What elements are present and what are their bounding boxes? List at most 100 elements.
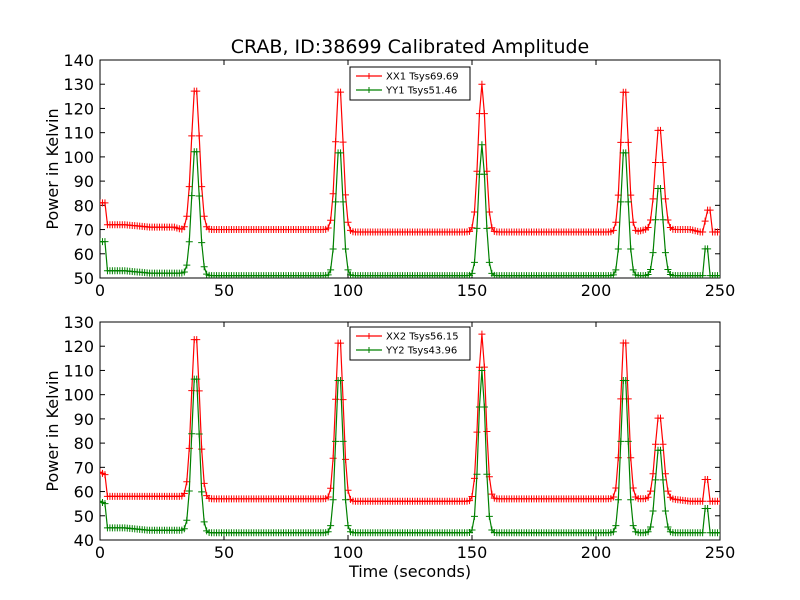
data-point <box>466 497 474 505</box>
data-point <box>195 430 203 438</box>
data-point <box>661 195 669 203</box>
legend: XX2 Tsys56.15 YY2 Tsys43.96 <box>349 326 471 361</box>
data-point <box>627 496 635 504</box>
chart-title: CRAB, ID:38699 Calibrated Amplitude <box>231 36 590 58</box>
data-point <box>101 199 109 207</box>
data-point <box>324 224 332 232</box>
data-point <box>183 516 191 524</box>
data-point <box>664 487 672 495</box>
data-point <box>699 529 707 537</box>
data-point <box>344 218 352 226</box>
data-point <box>647 487 655 495</box>
y-tick-label: 110 <box>63 361 94 380</box>
data-point <box>652 440 660 448</box>
data-point <box>627 245 635 253</box>
data-point <box>716 272 720 278</box>
data-point <box>200 212 208 220</box>
data-point <box>188 132 196 140</box>
data-point <box>644 224 652 232</box>
data-point <box>609 271 617 278</box>
y-tick-label: 130 <box>63 75 94 94</box>
data-point <box>478 141 486 149</box>
legend-label: YY2 Tsys43.96 <box>385 346 457 357</box>
data-point <box>629 522 637 530</box>
data-point <box>327 266 335 274</box>
data-point <box>180 489 188 497</box>
y-tick-label: 80 <box>74 196 94 215</box>
data-point <box>649 249 657 257</box>
data-point <box>480 110 488 118</box>
data-point <box>324 493 332 501</box>
data-point <box>193 148 201 156</box>
data-point <box>478 366 486 374</box>
data-point <box>659 440 667 448</box>
x-tick-label: 0 <box>95 281 105 300</box>
data-point <box>198 488 206 496</box>
y-tick-label: 120 <box>63 99 94 118</box>
data-point <box>342 245 350 253</box>
data-point <box>624 437 632 445</box>
data-point <box>652 158 660 166</box>
data-point <box>656 185 664 193</box>
x-tick-label: 150 <box>457 543 488 562</box>
data-point <box>699 497 707 505</box>
data-point <box>614 245 622 253</box>
data-point <box>200 518 208 526</box>
series-yy2 <box>100 366 720 537</box>
data-point <box>652 476 660 484</box>
x-tick-label: 50 <box>214 543 234 562</box>
data-point <box>339 138 347 146</box>
data-point <box>659 216 667 224</box>
data-point <box>188 192 196 200</box>
y-tick-label: 70 <box>74 458 94 477</box>
data-point <box>337 149 345 157</box>
data-point <box>480 170 488 178</box>
data-point <box>699 228 707 236</box>
data-point <box>706 206 714 214</box>
data-point <box>185 238 193 246</box>
data-point <box>485 512 493 520</box>
legend-marker <box>366 73 372 79</box>
data-point <box>180 525 188 533</box>
y-tick-label: 80 <box>74 434 94 453</box>
data-point <box>649 470 657 478</box>
data-point <box>339 198 347 206</box>
data-point <box>644 271 652 278</box>
data-point <box>716 529 720 537</box>
data-point <box>101 471 109 479</box>
data-point <box>332 437 340 445</box>
data-point <box>183 261 191 269</box>
legend-item: XX2 Tsys56.15 <box>356 332 459 343</box>
data-point <box>661 507 669 515</box>
data-point <box>473 224 481 232</box>
data-point <box>609 493 617 501</box>
x-tick-label: 250 <box>705 281 736 300</box>
data-point <box>488 224 496 232</box>
y-tick-label: 40 <box>74 531 94 550</box>
data-point <box>622 149 630 157</box>
legend-marker <box>366 333 372 339</box>
data-point <box>337 339 345 347</box>
data-point <box>701 217 709 225</box>
data-point <box>200 263 208 271</box>
x-tick-label: 200 <box>581 281 612 300</box>
data-point <box>483 427 491 435</box>
data-point <box>183 212 191 220</box>
data-point <box>473 428 481 436</box>
data-point <box>324 528 332 536</box>
data-point <box>195 192 203 200</box>
data-point <box>339 396 347 404</box>
legend-marker <box>366 347 372 353</box>
data-point <box>661 249 669 257</box>
data-point <box>332 198 340 206</box>
data-point <box>609 226 617 234</box>
x-tick-label: 250 <box>705 543 736 562</box>
data-point <box>647 523 655 531</box>
data-point <box>470 512 478 520</box>
y-tick-label: 60 <box>74 483 94 502</box>
data-point <box>324 271 332 278</box>
data-point <box>629 218 637 226</box>
y-axis-label: Power in Kelvin <box>43 108 62 229</box>
legend-label: XX1 Tsys69.69 <box>386 72 459 83</box>
